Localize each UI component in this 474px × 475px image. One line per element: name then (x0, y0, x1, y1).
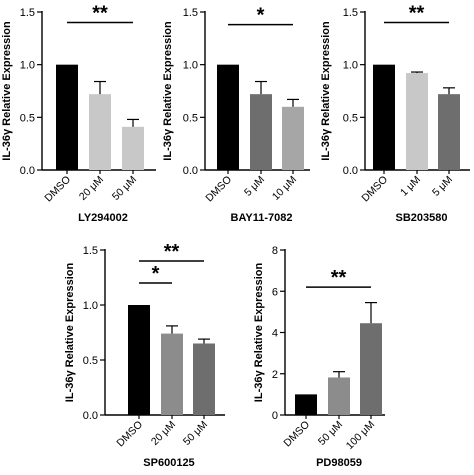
y-tick-label: 0.5 (83, 355, 98, 367)
category-label: 50 μM (181, 419, 210, 448)
x-axis-label: SB203580 (396, 212, 448, 224)
significance-label: * (257, 5, 265, 27)
bar-2 (89, 94, 111, 170)
significance-label: ** (409, 3, 425, 25)
bar-3 (438, 94, 460, 170)
category-label: DMSO (42, 174, 73, 205)
category-label: 5 μM (242, 174, 267, 199)
bar-3 (122, 126, 144, 170)
y-tick-label: 0.0 (183, 165, 198, 177)
bar-1 (373, 64, 395, 170)
panel-2: IL-36γ Relative Expression 0.0 0.5 1.0 1.5 DM… (162, 5, 310, 224)
y-tick-label: 1.5 (20, 7, 35, 19)
y-tick-label: 1.5 (343, 7, 358, 19)
bar-1 (56, 64, 78, 170)
x-axis-label: SP600125 (143, 457, 194, 469)
significance-label: ** (92, 3, 108, 25)
y-tick-label: 0.5 (20, 112, 35, 124)
category-label: DMSO (281, 419, 312, 450)
y-tick-label: 1.0 (343, 60, 358, 72)
category-label: 100 μM (344, 419, 377, 452)
y-tick-label: 0.0 (83, 410, 98, 422)
panel-4: IL-36γ Relative Expression 0.0 0.5 1.0 1.5 DM… (64, 241, 225, 469)
category-label: 20 μM (149, 419, 178, 448)
category-label: 10 μM (270, 174, 299, 203)
category-label: DMSO (359, 174, 390, 205)
bar-2 (161, 333, 183, 415)
x-axis-label: PD98059 (316, 457, 362, 469)
y-tick-label: 0 (272, 410, 278, 422)
bar-1 (295, 394, 317, 415)
y-axis-label: IL-36γ Relative Expression (64, 263, 76, 403)
category-label: DMSO (203, 174, 234, 205)
y-tick-label: 1.5 (83, 245, 98, 257)
y-tick-label: 1.5 (183, 7, 198, 19)
y-tick-label: 4 (272, 328, 278, 340)
y-tick-label: 0.0 (343, 165, 358, 177)
significance-label: ** (164, 241, 180, 263)
category-label: 1 μM (398, 174, 423, 199)
panel-5: IL-36γ Relative Expression 0 2 4 6 8 DMSO 50 μM… (253, 245, 385, 469)
category-label: DMSO (114, 419, 145, 450)
y-tick-label: 0.0 (20, 165, 35, 177)
bar-1 (217, 64, 239, 170)
y-tick-label: 0.5 (343, 112, 358, 124)
significance-label: ** (331, 267, 347, 289)
bar-2 (328, 377, 350, 415)
y-axis-label: IL-36γ Relative Expression (1, 21, 13, 161)
y-tick-label: 8 (272, 245, 278, 257)
y-axis-label: IL-36γ Relative Expression (320, 21, 332, 161)
y-tick-label: 2 (272, 369, 278, 381)
panel-1: IL-36γ Relative Expression 0.0 0.5 1.0 1.5 DM… (1, 3, 156, 224)
bar-3 (360, 323, 382, 415)
y-tick-label: 1.0 (183, 60, 198, 72)
bar-2 (250, 94, 272, 170)
y-tick-label: 6 (272, 286, 278, 298)
category-label: 20 μM (77, 174, 106, 203)
y-axis-label: IL-36γ Relative Expression (162, 21, 174, 161)
bar-3 (282, 106, 304, 170)
x-axis-label: LY294002 (78, 212, 128, 224)
category-label: 50 μM (316, 419, 345, 448)
bar-3 (193, 343, 215, 415)
y-tick-label: 1.0 (83, 300, 98, 312)
significance-label: * (152, 263, 160, 285)
category-label: 5 μM (430, 174, 455, 199)
y-axis-label: IL-36γ Relative Expression (253, 263, 265, 403)
y-tick-label: 1.0 (20, 60, 35, 72)
bar-2 (406, 73, 428, 170)
y-tick-label: 0.5 (183, 112, 198, 124)
bar-1 (128, 305, 150, 415)
panel-3: IL-36γ Relative Expression 0.0 0.5 1.0 1.5 DM… (320, 3, 470, 224)
category-label: 50 μM (110, 174, 139, 203)
x-axis-label: BAY11-7082 (231, 212, 293, 224)
